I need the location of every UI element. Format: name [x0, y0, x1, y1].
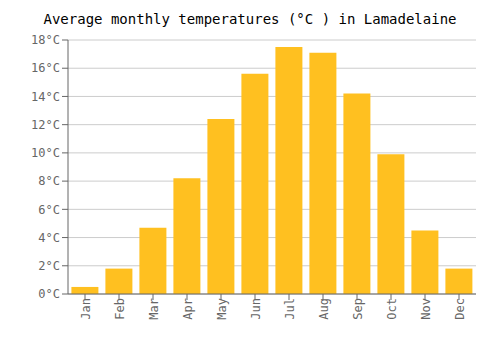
svg-text:14°C: 14°C [31, 90, 60, 104]
svg-text:18°C: 18°C [31, 33, 60, 47]
svg-text:Feb: Feb [113, 298, 127, 320]
svg-text:2°C: 2°C [38, 259, 60, 273]
svg-text:Mar: Mar [147, 298, 161, 320]
svg-text:Jul: Jul [283, 298, 297, 320]
svg-text:Jun: Jun [249, 298, 263, 320]
html-text:Average monthly temperatures (: Average monthly temperatures (°C ) in La… [43, 11, 457, 27]
svg-text:6°C: 6°C [38, 203, 60, 217]
svg-text:10°C: 10°C [31, 146, 60, 160]
svg-text:Dec: Dec [453, 298, 467, 320]
svg-text:Apr: Apr [181, 298, 195, 320]
svg-text:12°C: 12°C [31, 118, 60, 132]
svg-text:0°C: 0°C [38, 287, 60, 301]
svg-text:Sep: Sep [351, 298, 365, 320]
svg-text:4°C: 4°C [38, 231, 60, 245]
svg-text:Aug: Aug [317, 298, 331, 320]
svg-text:May: May [215, 298, 229, 320]
svg-text:Oct: Oct [385, 298, 399, 320]
svg-text:Jan: Jan [79, 298, 93, 320]
svg-text:16°C: 16°C [31, 61, 60, 75]
svg-text:8°C: 8°C [38, 174, 60, 188]
svg-text:Nov: Nov [419, 298, 433, 320]
